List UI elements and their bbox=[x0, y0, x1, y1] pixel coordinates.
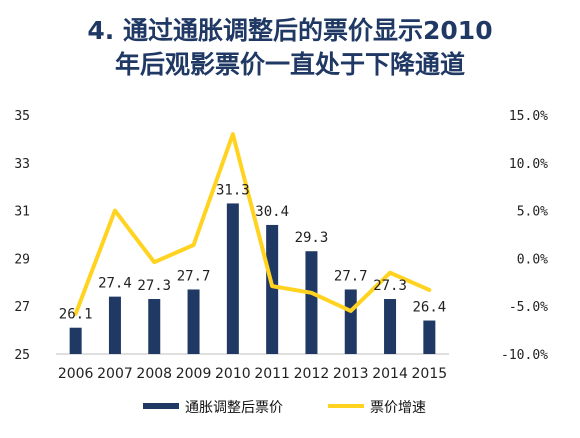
x-axis-tick-label: 2011 bbox=[254, 366, 290, 382]
x-axis-tick-label: 2014 bbox=[372, 366, 408, 382]
legend-label-line: 票价增速 bbox=[370, 400, 426, 416]
left-axis-tick-label: 33 bbox=[14, 157, 30, 172]
line-point bbox=[75, 313, 77, 315]
right-axis-tick-label: -5.0% bbox=[509, 300, 548, 315]
bar-data-labels: 26.1 27.4 27.3 27.7 31.3 30.4 29.3 27.7 27.3 26.4 bbox=[59, 182, 446, 322]
chart-title-line-2: 年后观影票价一直处于下降通道 bbox=[114, 50, 465, 79]
bar bbox=[187, 289, 200, 354]
growth-line bbox=[73, 132, 432, 316]
line-point bbox=[193, 244, 195, 246]
bar-data-label: 30.4 bbox=[255, 204, 289, 220]
chart-title-line-1: 4. 通过通胀调整后的票价显示2010 bbox=[87, 16, 493, 45]
x-axis-tick-label: 2015 bbox=[412, 366, 448, 382]
legend-swatch-bar bbox=[143, 403, 179, 409]
bar-data-label: 27.7 bbox=[177, 268, 211, 284]
bar bbox=[69, 327, 82, 354]
x-axis-tick-label: 2012 bbox=[294, 366, 330, 382]
x-axis-tick-label: 2009 bbox=[176, 366, 212, 382]
legend-label-bar: 通胀调整后票价 bbox=[185, 400, 283, 416]
right-axis-tick-label: 15.0% bbox=[509, 109, 548, 124]
left-axis-tick-label: 29 bbox=[14, 252, 30, 267]
x-axis-tick-label: 2007 bbox=[97, 366, 133, 382]
bar-data-label: 26.4 bbox=[412, 300, 446, 316]
line-point bbox=[350, 310, 352, 312]
x-axis-tick-label: 2006 bbox=[58, 366, 94, 382]
line-point bbox=[114, 210, 116, 212]
left-y-axis: 25 27 29 31 33 35 bbox=[14, 109, 30, 363]
x-axis-tick-label: 2013 bbox=[333, 366, 369, 382]
line-point bbox=[271, 285, 273, 287]
bar-series bbox=[69, 203, 436, 354]
line-point bbox=[389, 272, 391, 274]
right-axis-tick-label: -10.0% bbox=[501, 348, 548, 363]
bar bbox=[266, 224, 279, 354]
right-axis-tick-label: 10.0% bbox=[509, 157, 548, 172]
bar bbox=[305, 251, 318, 354]
right-axis-tick-label: 0.0% bbox=[517, 252, 548, 267]
bar-data-label: 29.3 bbox=[295, 230, 329, 246]
left-axis-tick-label: 27 bbox=[14, 300, 30, 315]
line-point bbox=[310, 292, 312, 294]
bar bbox=[108, 296, 121, 354]
left-axis-tick-label: 31 bbox=[14, 205, 30, 220]
bar bbox=[344, 289, 357, 354]
line-point bbox=[232, 133, 234, 135]
bar bbox=[226, 203, 239, 354]
right-y-axis: -10.0% -5.0% 0.0% 5.0% 10.0% 15.0% bbox=[501, 109, 548, 363]
left-axis-tick-label: 25 bbox=[14, 348, 30, 363]
bar-data-label: 26.1 bbox=[59, 307, 93, 323]
bar-data-label: 27.4 bbox=[98, 276, 132, 292]
bar bbox=[148, 299, 161, 354]
bar bbox=[384, 299, 397, 354]
x-axis-tick-label: 2008 bbox=[136, 366, 172, 382]
x-axis: 2006 2007 2008 2009 2010 2011 2012 2013 2014 2015 bbox=[56, 353, 449, 382]
x-axis-tick-label: 2010 bbox=[215, 366, 251, 382]
chart-title: 4. 通过通胀调整后的票价显示2010 年后观影票价一直处于下降通道 bbox=[0, 14, 580, 82]
bar-data-label: 31.3 bbox=[216, 182, 250, 198]
line-point bbox=[428, 289, 430, 291]
bar bbox=[423, 320, 436, 354]
right-axis-tick-label: 5.0% bbox=[517, 205, 548, 220]
bar-data-label: 27.3 bbox=[137, 278, 171, 294]
left-axis-tick-label: 35 bbox=[14, 109, 30, 124]
bar-data-label: 27.3 bbox=[373, 278, 407, 294]
line-point bbox=[153, 261, 155, 263]
bar-data-label: 27.7 bbox=[334, 268, 368, 284]
line-series bbox=[73, 132, 432, 316]
legend: 通胀调整后票价 票价增速 bbox=[143, 400, 426, 416]
